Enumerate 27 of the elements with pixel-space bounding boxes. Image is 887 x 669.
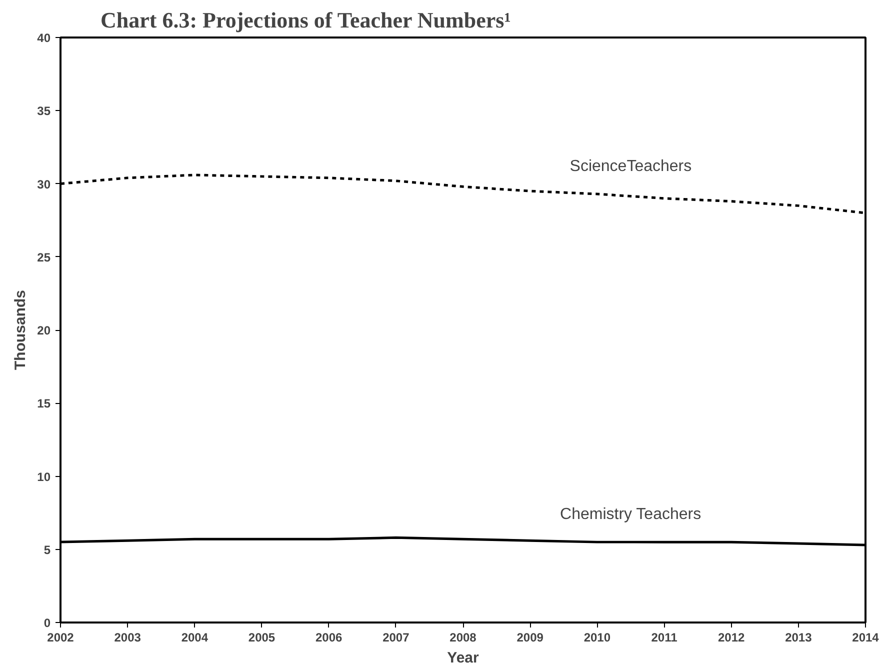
series-label: ScienceTeachers	[570, 158, 692, 175]
x-tick-label: 2014	[852, 630, 880, 644]
x-tick-label: 2012	[718, 630, 746, 644]
x-tick-label: 2011	[651, 630, 678, 644]
x-tick-label: 2013	[785, 630, 812, 644]
y-tick-label: 10	[37, 470, 51, 484]
chart-title: Chart 6.3: Projections of Teacher Numbers¹	[100, 8, 511, 32]
x-tick-label: 2003	[114, 630, 142, 644]
y-tick-label: 20	[37, 324, 51, 338]
series-label: Chemistry Teachers	[560, 506, 702, 524]
x-axis-title: Year	[447, 650, 480, 666]
x-tick-label: 2007	[382, 630, 410, 644]
x-tick-label: 2005	[248, 630, 276, 644]
y-tick-label: 35	[37, 104, 51, 118]
x-tick-label: 2006	[315, 630, 343, 644]
y-tick-label: 15	[37, 396, 51, 411]
y-tick-label: 40	[37, 31, 51, 45]
y-tick-label: 25	[37, 250, 51, 264]
y-axis-title: Thousands	[12, 290, 30, 370]
x-tick-label: 2009	[516, 630, 544, 644]
x-tick-label: 2004	[181, 630, 208, 644]
x-tick-label: 2010	[584, 630, 611, 644]
y-tick-label: 30	[37, 177, 51, 192]
y-tick-label: 0	[44, 616, 51, 630]
x-tick-label: 2008	[450, 630, 477, 644]
y-tick-label: 5	[44, 542, 51, 557]
x-tick-label: 2002	[47, 630, 74, 644]
